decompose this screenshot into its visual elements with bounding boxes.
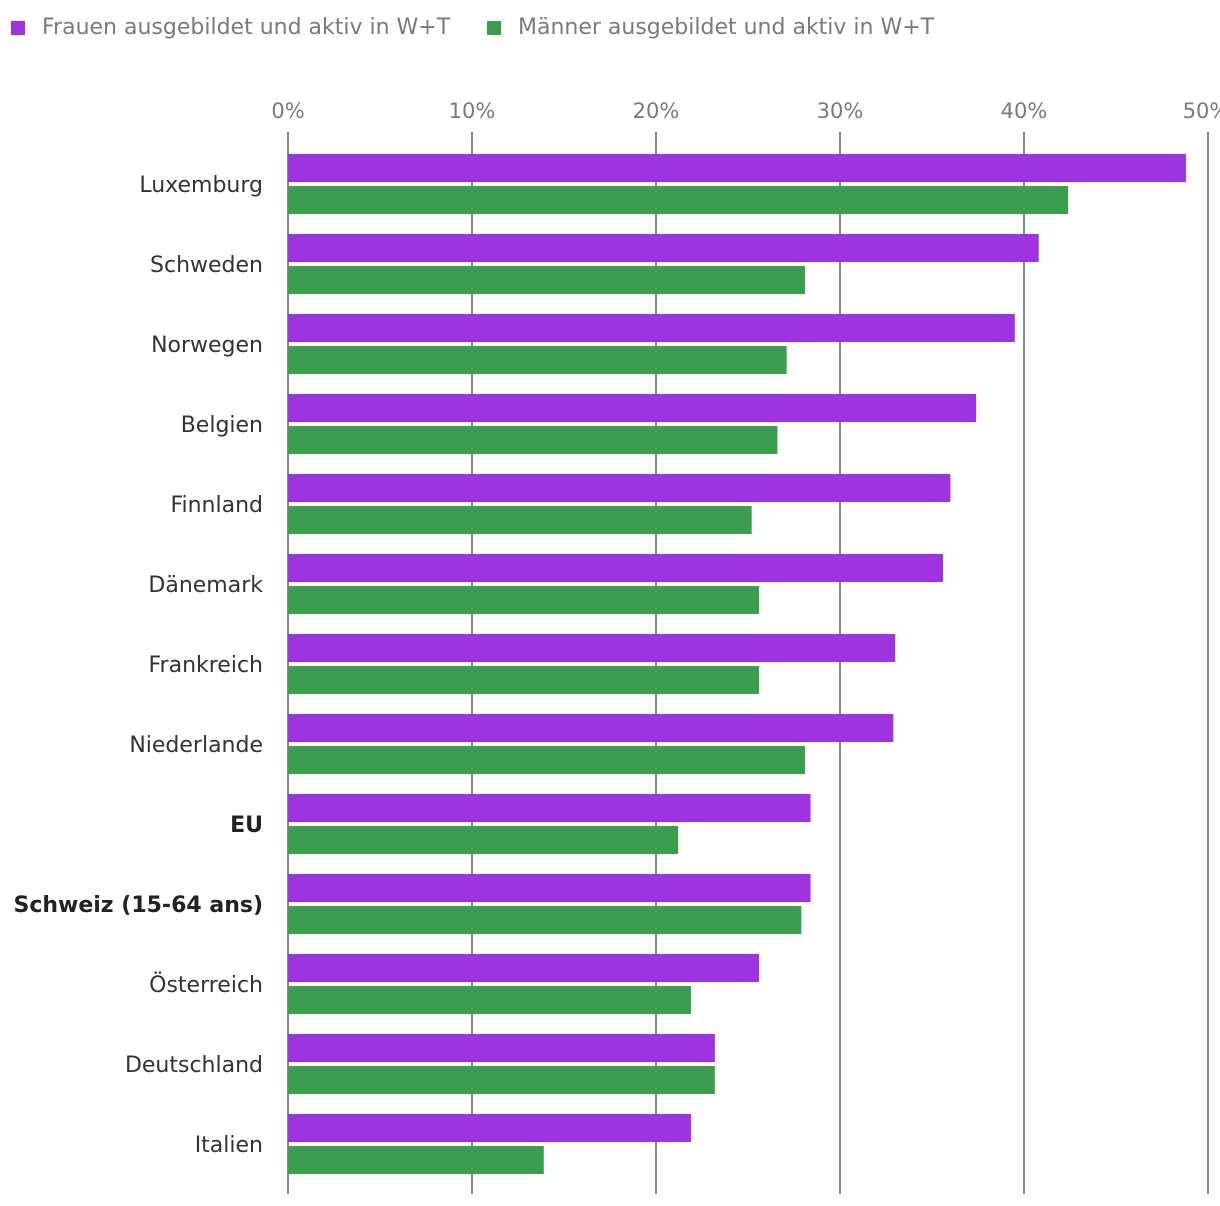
bar-women-7 (288, 714, 894, 742)
bar-women-1 (288, 234, 1039, 262)
category-label-8: EU (230, 813, 263, 838)
legend-label-women: Frauen ausgebildet und aktiv in W+T (42, 15, 451, 40)
bar-men-3 (288, 426, 778, 454)
bar-men-9 (288, 906, 802, 934)
legend-label-men: Männer ausgebildet und aktiv in W+T (518, 15, 935, 40)
category-label-10: Österreich (149, 972, 263, 998)
bar-women-10 (288, 954, 760, 982)
x-tick-label-20: 20% (633, 99, 680, 123)
x-axis-tick-labels: 0% 10% 20% 30% 40% 50% (271, 99, 1220, 123)
bar-women-12 (288, 1114, 691, 1142)
bars (288, 154, 1186, 1174)
x-tick-label-10: 10% (449, 99, 496, 123)
bar-men-12 (288, 1146, 544, 1174)
bar-men-11 (288, 1066, 715, 1094)
bar-men-4 (288, 506, 752, 534)
bar-men-2 (288, 346, 787, 374)
bar-men-6 (288, 666, 760, 694)
bar-men-8 (288, 826, 679, 854)
category-label-0: Luxemburg (139, 173, 263, 198)
bar-men-1 (288, 266, 806, 294)
category-label-9: Schweiz (15-64 ans) (13, 893, 263, 918)
bar-men-7 (288, 746, 806, 774)
category-label-2: Norwegen (151, 333, 263, 358)
bar-women-2 (288, 314, 1015, 342)
bar-women-9 (288, 874, 811, 902)
legend: Frauen ausgebildet und aktiv in W+T Männ… (11, 15, 935, 40)
bar-men-10 (288, 986, 691, 1014)
bar-women-3 (288, 394, 977, 422)
bar-women-5 (288, 554, 944, 582)
category-label-5: Dänemark (148, 573, 263, 598)
bar-women-0 (288, 154, 1186, 182)
legend-swatch-women (11, 21, 25, 35)
x-tick-label-30: 30% (817, 99, 864, 123)
category-label-11: Deutschland (125, 1053, 263, 1078)
bar-men-5 (288, 586, 760, 614)
x-tick-label-40: 40% (1001, 99, 1048, 123)
category-label-4: Finnland (170, 493, 263, 518)
x-tick-label-50: 50% (1183, 99, 1220, 123)
bar-women-4 (288, 474, 951, 502)
bar-women-6 (288, 634, 896, 662)
category-label-7: Niederlande (129, 733, 263, 758)
category-label-3: Belgien (181, 413, 263, 438)
category-label-6: Frankreich (148, 653, 263, 678)
bar-men-0 (288, 186, 1069, 214)
category-label-1: Schweden (150, 253, 263, 278)
gridlines (287, 132, 1209, 1194)
bar-women-8 (288, 794, 811, 822)
x-tick-label-0: 0% (271, 99, 304, 123)
y-axis-category-labels: Luxemburg Schweden Norwegen Belgien Finnland… (13, 173, 263, 1158)
legend-swatch-men (487, 21, 501, 35)
bar-women-11 (288, 1034, 715, 1062)
category-label-12: Italien (195, 1133, 263, 1158)
